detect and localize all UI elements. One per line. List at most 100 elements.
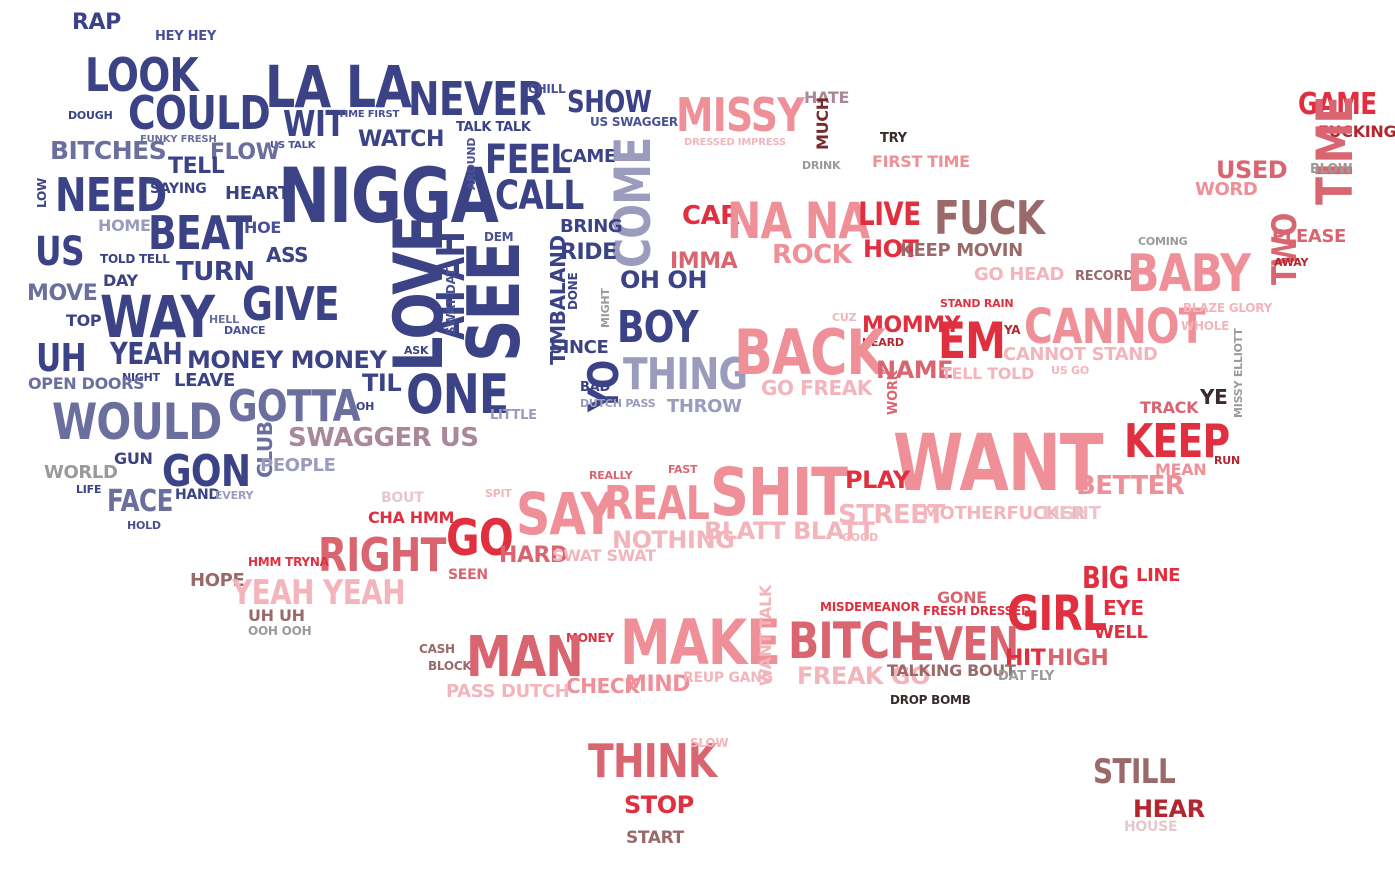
cloud-word: WATCH xyxy=(358,127,444,152)
cloud-word: MAN xyxy=(466,625,584,690)
cloud-word: MISSY ELLIOTT xyxy=(1232,328,1245,418)
cloud-word: TIME FIRST xyxy=(338,109,400,120)
cloud-word: HELL xyxy=(209,313,239,326)
cloud-word: GAME xyxy=(1298,87,1377,122)
cloud-word: KEEP xyxy=(1124,414,1230,468)
cloud-word: MOTHERFUCKER xyxy=(922,503,1085,524)
cloud-word: TALK TALK xyxy=(456,120,531,135)
cloud-word: KEEP MOVIN xyxy=(900,240,1023,261)
cloud-word: REALLY xyxy=(589,469,633,482)
cloud-word: NEVER xyxy=(408,72,546,126)
cloud-word: SAY xyxy=(516,480,615,548)
cloud-word: HOE xyxy=(244,218,281,237)
cloud-word: RAP xyxy=(72,10,121,35)
cloud-word: FUCKING xyxy=(1318,122,1395,141)
cloud-word: RUN xyxy=(1214,454,1240,467)
cloud-word: EVEN xyxy=(909,617,1019,671)
cloud-word: HOME xyxy=(98,216,151,235)
cloud-word: HMM TRYNA xyxy=(248,555,329,569)
cloud-word: HOUSE xyxy=(1124,819,1178,835)
cloud-word: WORLD xyxy=(44,462,118,483)
cloud-word: GIVE xyxy=(242,277,340,331)
cloud-word: PASS DUTCH xyxy=(446,681,570,702)
cloud-word: HEART xyxy=(225,183,290,204)
cloud-word: GOTTA xyxy=(228,381,361,432)
cloud-word: BACK xyxy=(734,316,886,389)
cloud-word: GO HEAD xyxy=(974,264,1065,285)
cloud-word: HAND xyxy=(175,487,220,503)
cloud-word: BABY xyxy=(1127,244,1251,304)
cloud-word: FRESH DRESSED xyxy=(923,604,1031,618)
cloud-word: STOP xyxy=(624,791,694,819)
cloud-word: DEM xyxy=(484,230,514,244)
cloud-word: REUP GANG xyxy=(683,670,773,686)
cloud-word: TOLD TELL xyxy=(100,252,170,266)
cloud-word: CASH xyxy=(419,642,455,656)
cloud-word: NAME xyxy=(876,356,954,384)
cloud-word: DUTCH PASS xyxy=(580,397,656,410)
cloud-word: TIL xyxy=(362,369,402,397)
cloud-word: OH xyxy=(356,400,375,413)
cloud-word: USED xyxy=(1216,156,1288,184)
cloud-word: BLOCK xyxy=(428,659,472,673)
cloud-word: TURN xyxy=(176,257,255,287)
cloud-word: GON xyxy=(162,446,251,497)
cloud-word: WELL xyxy=(1094,622,1148,643)
cloud-word: SAYING xyxy=(150,181,207,197)
cloud-word: STREET xyxy=(838,500,945,530)
cloud-word: FACE xyxy=(107,484,173,519)
cloud-word: PLAY xyxy=(845,466,910,494)
cloud-word: HEAR xyxy=(1133,795,1205,823)
cloud-word: BOY xyxy=(617,302,699,353)
cloud-word: WAY xyxy=(100,283,215,351)
cloud-word: WIT xyxy=(283,104,346,145)
cloud-word: GOOD xyxy=(842,531,878,544)
cloud-word: HOPE xyxy=(190,570,245,591)
cloud-word: ASK xyxy=(404,344,429,357)
cloud-word: NEED xyxy=(55,168,167,222)
cloud-word: OOH OOH xyxy=(248,624,312,638)
cloud-word: ONE xyxy=(406,363,509,426)
cloud-word: GO xyxy=(446,509,514,567)
cloud-word: NIGHT xyxy=(122,371,160,384)
cloud-word: IMMA xyxy=(670,249,738,274)
cloud-word: WHOLE xyxy=(1181,319,1230,333)
cloud-word: TALKING BOUT xyxy=(887,661,1016,680)
cloud-word: TRY xyxy=(880,131,907,146)
cloud-word: SPIT xyxy=(485,487,512,500)
cloud-word: FLOW xyxy=(210,140,280,165)
cloud-word: WORD xyxy=(1195,179,1258,200)
cloud-word: LIVE xyxy=(858,195,921,233)
cloud-word: SHOW xyxy=(567,85,652,120)
cloud-word: TIME xyxy=(1306,96,1364,205)
cloud-word: BLAZE GLORY xyxy=(1183,301,1273,315)
cloud-word: DONE xyxy=(566,272,580,310)
cloud-word: CANNOT xyxy=(1024,299,1206,355)
cloud-word: BIG xyxy=(1082,561,1129,596)
cloud-word: DANCE xyxy=(224,324,266,337)
cloud-word: HATE xyxy=(804,88,850,107)
cloud-word: MIGHT xyxy=(599,288,612,328)
cloud-word: BITCH xyxy=(788,612,924,670)
cloud-word: NA NA xyxy=(727,192,870,250)
cloud-word: REAL xyxy=(604,476,710,530)
cloud-word: LEAVE xyxy=(174,370,235,391)
cloud-word: GIRL xyxy=(1007,586,1107,642)
cloud-word: SHIT xyxy=(710,454,848,531)
cloud-word: UH xyxy=(36,336,87,380)
cloud-word: TOP xyxy=(66,311,102,330)
cloud-word: BLOW xyxy=(1310,162,1353,177)
cloud-word: COULD xyxy=(128,86,271,140)
cloud-word: SWAGGER US xyxy=(288,423,479,453)
cloud-word: DRINK xyxy=(802,159,841,172)
cloud-word: SLOW xyxy=(690,736,729,750)
cloud-word: COMING xyxy=(1138,235,1188,248)
cloud-word: AWAY xyxy=(1274,256,1309,269)
cloud-word: SINCE xyxy=(550,337,609,358)
cloud-word: CAR xyxy=(682,201,740,231)
cloud-word: HEARD xyxy=(862,336,904,349)
cloud-word: YE xyxy=(1200,385,1228,409)
cloud-word: MONEY xyxy=(566,631,614,645)
cloud-word: FUCK xyxy=(934,191,1045,245)
cloud-word: OH OH xyxy=(620,266,707,294)
